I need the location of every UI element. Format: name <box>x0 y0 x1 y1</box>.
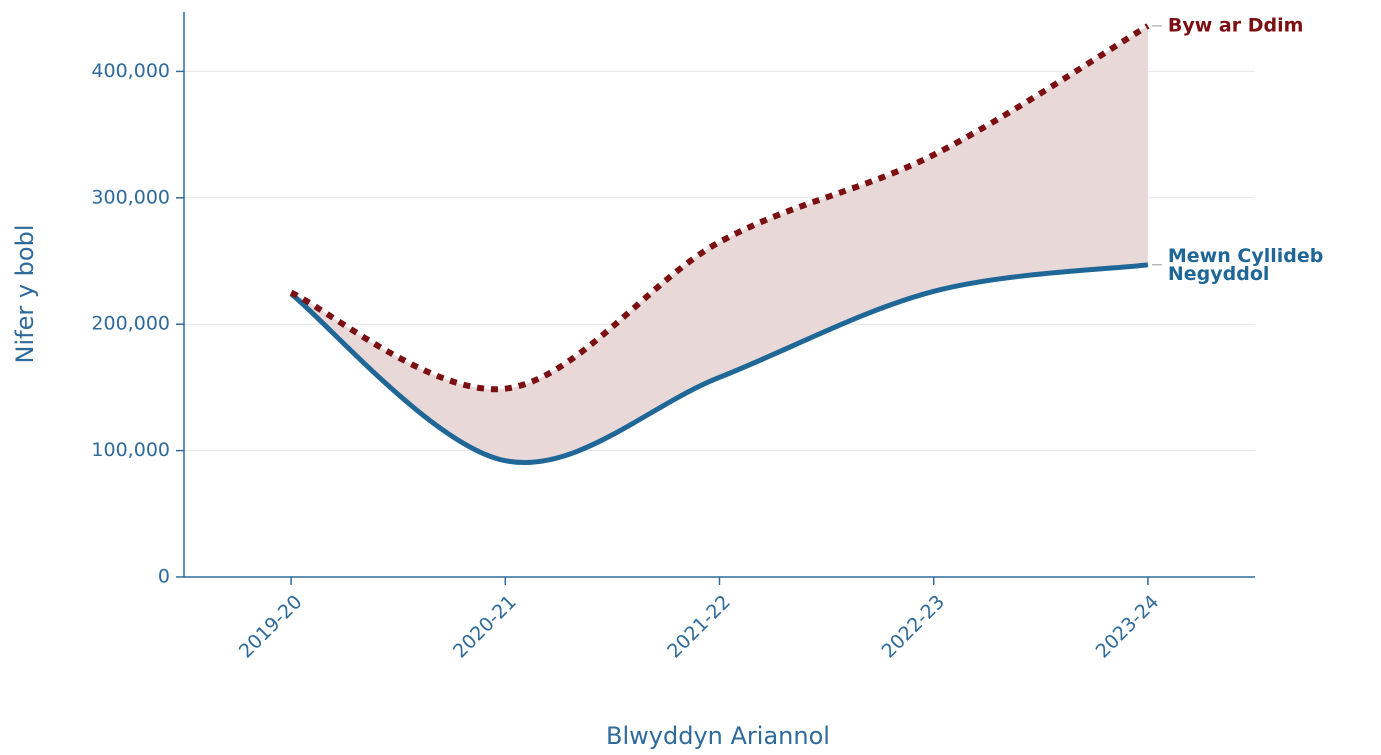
x-tick-label: 2021-22 <box>663 591 735 663</box>
series-label: Mewn Cyllideb Negyddol <box>1168 244 1323 284</box>
y-tick-label: 0 <box>158 566 170 588</box>
x-tick-label: 2019-20 <box>235 591 307 663</box>
series-label-line: Mewn Cyllideb <box>1168 244 1323 266</box>
gap-area <box>291 25 1148 463</box>
series-line <box>289 23 1150 393</box>
x-tick-label: 2023-24 <box>1092 591 1164 663</box>
x-tick-label: 2020-21 <box>449 591 521 663</box>
series-label: Byw ar Ddim <box>1168 14 1304 36</box>
y-axis-title: Nifer y bobl <box>11 225 39 364</box>
x-axis-title: Blwyddyn Ariannol <box>606 722 830 750</box>
y-tick-label: 300,000 <box>91 186 170 208</box>
y-tick-label: 200,000 <box>91 313 170 335</box>
series-label-line: Negyddol <box>1168 262 1270 284</box>
series-line <box>289 262 1149 465</box>
y-tick-label: 100,000 <box>91 439 170 461</box>
y-tick-label: 400,000 <box>91 60 170 82</box>
x-tick-label: 2022-23 <box>877 591 949 663</box>
